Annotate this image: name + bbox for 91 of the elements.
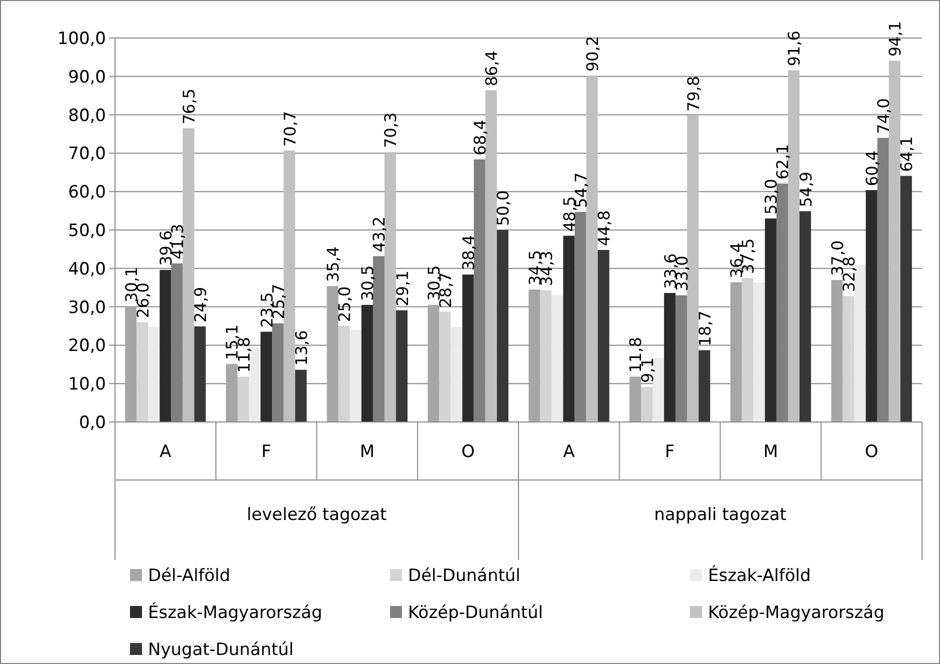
x-tick-label: A (563, 442, 576, 462)
legend-label: Nyugat-Dunántúl (148, 640, 294, 660)
legend-label: Dél-Dunántúl (408, 566, 520, 586)
bar (428, 304, 440, 422)
data-label: 90,2 (582, 36, 602, 72)
bar (496, 230, 508, 422)
legend-label: Észak-Alföld (708, 564, 811, 586)
bar (148, 326, 160, 422)
y-tick-label: 10,0 (68, 374, 106, 395)
data-label: 70,7 (280, 110, 300, 147)
bar (831, 280, 843, 422)
text: levelező tagozat (246, 504, 388, 525)
data-label: 13,6 (292, 330, 311, 366)
x-tick-label: A (160, 442, 172, 462)
bar (900, 176, 912, 422)
data-label: 60,4 (862, 150, 882, 186)
legend-label: Közép-Dunántúl (408, 602, 544, 623)
bar (326, 286, 338, 422)
bar (742, 278, 754, 422)
bar (260, 332, 272, 422)
y-tick-label: 40,0 (68, 259, 106, 280)
bar (350, 330, 362, 422)
x-tick-label: M (763, 442, 778, 462)
bar (842, 296, 854, 422)
text: nappali tagozat (654, 504, 787, 525)
bar (528, 290, 540, 422)
data-label: 43,2 (370, 216, 389, 252)
bar (338, 326, 350, 422)
data-label: 38,4 (459, 234, 478, 271)
y-tick-label: 60,0 (68, 182, 106, 203)
y-tick-label: 20,0 (68, 336, 106, 356)
data-label: 44,8 (594, 210, 614, 246)
bar (730, 282, 742, 422)
data-label: 64,1 (897, 136, 916, 172)
bar (295, 370, 307, 422)
data-label: 86,4 (482, 50, 502, 86)
legend-label: Észak-Magyarország (148, 602, 322, 623)
x-tick-label: M (360, 442, 375, 462)
data-label: 79,8 (684, 76, 703, 112)
bar (194, 326, 206, 422)
bar (125, 306, 137, 422)
bar (753, 282, 765, 422)
y-tick-label: 100,0 (57, 28, 106, 49)
y-tick-label: 90,0 (68, 67, 106, 88)
legend-label: Közép-Magyarország (708, 602, 884, 623)
data-label: 24,9 (191, 286, 210, 322)
bar (136, 322, 148, 422)
data-label: 70,3 (381, 112, 400, 148)
bar (640, 387, 653, 422)
bar (664, 292, 676, 422)
bar (160, 270, 172, 422)
bar (226, 364, 238, 422)
data-label: 76,5 (179, 88, 198, 124)
bar (361, 304, 373, 422)
y-tick-label: 30,0 (68, 298, 106, 318)
data-label: 74,0 (874, 98, 894, 134)
data-label: 35,4 (324, 246, 343, 282)
bar (552, 295, 564, 422)
data-label: 53,0 (762, 178, 781, 214)
data-label: 94,1 (886, 21, 905, 57)
bar (450, 326, 462, 422)
y-tick-label: 50,0 (68, 220, 106, 241)
data-label: 25,0 (335, 286, 354, 322)
y-tick-label: 70,0 (68, 144, 106, 164)
data-label: 29,1 (392, 270, 412, 306)
x-tick-label: O (864, 442, 878, 462)
data-label: 91,6 (784, 30, 804, 66)
legend-label: Dél-Alföld (148, 566, 230, 586)
bar (598, 250, 610, 422)
data-label: 54,9 (796, 172, 816, 208)
data-label: 68,4 (470, 120, 490, 156)
data-label: 30,5 (358, 265, 378, 301)
y-tick-label: 0,0 (78, 412, 106, 433)
x-tick-label: F (261, 442, 272, 462)
bar (698, 350, 710, 422)
bar (237, 376, 250, 422)
bar (462, 274, 474, 422)
data-label: 18,7 (695, 310, 714, 346)
bar (396, 310, 408, 422)
bar (439, 312, 451, 422)
x-tick-label: F (664, 442, 675, 462)
bar (866, 190, 878, 422)
data-label: 50,0 (494, 190, 513, 226)
bar (540, 290, 552, 422)
bar (563, 236, 575, 422)
bar (629, 376, 641, 422)
x-tick-label: O (461, 442, 475, 462)
data-label: 62,1 (773, 144, 792, 180)
bar (800, 211, 812, 422)
y-tick-label: 80,0 (68, 106, 106, 126)
bar (764, 218, 776, 422)
